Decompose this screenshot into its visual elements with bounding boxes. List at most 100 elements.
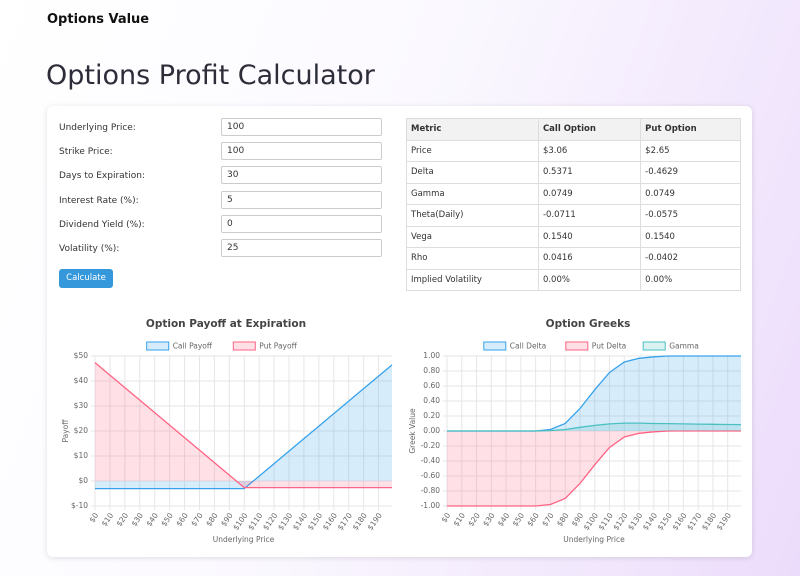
area <box>95 362 392 488</box>
x-tick-label: $150 <box>306 511 324 532</box>
x-tick-label: $180 <box>700 511 718 532</box>
x-tick-label: $40 <box>144 511 160 528</box>
chart-title: Option Payoff at Expiration <box>146 318 306 330</box>
header-row: Metric Call Option Put Option <box>406 118 741 141</box>
x-tick-label: $100 <box>231 511 249 532</box>
y-tick-label: $30 <box>74 401 89 410</box>
x-axis-title: Underlying Price <box>213 535 275 544</box>
x-tick-label: $50 <box>159 511 175 528</box>
field-label: Volatility (%): <box>59 244 120 254</box>
table-cell: 0.00% <box>537 268 642 291</box>
table-row: Implied Volatility 0.00% 0.00% <box>406 268 741 291</box>
table-row: Gamma 0.0749 0.0749 <box>406 182 741 205</box>
field-input[interactable]: 0 <box>221 214 382 233</box>
x-tick-label: $10 <box>451 511 467 528</box>
y-tick-label: 0.40 <box>423 396 440 405</box>
field-label: Underlying Price: <box>59 123 136 133</box>
field-input[interactable]: 100 <box>221 142 382 161</box>
y-tick-label: $20 <box>74 426 89 435</box>
x-tick-label: $170 <box>336 511 354 532</box>
x-tick-label: $150 <box>656 511 674 532</box>
x-tick-label: $180 <box>351 511 369 532</box>
y-tick-label: $40 <box>74 376 89 385</box>
field-label: Days to Expiration: <box>59 171 145 182</box>
x-tick-label: $60 <box>174 511 190 528</box>
x-tick-label: $160 <box>670 511 688 532</box>
x-tick-label: $30 <box>481 511 497 528</box>
column-header: Put Option <box>640 118 741 141</box>
x-tick-label: $20 <box>466 511 482 528</box>
x-tick-label: $0 <box>439 511 452 524</box>
field-input[interactable]: 5 <box>221 190 382 209</box>
y-tick-label: 0.80 <box>423 366 440 375</box>
y-tick-label: -0.40 <box>421 456 441 465</box>
legend-label: Gamma <box>669 342 699 351</box>
y-tick-label: $10 <box>74 451 89 460</box>
field-input[interactable]: 100 <box>221 118 382 136</box>
x-tick-label: $70 <box>540 511 556 528</box>
chart-title: Option Greeks <box>546 318 631 330</box>
field-input[interactable]: 25 <box>221 239 382 257</box>
field-label: Dividend Yield (%): <box>59 219 145 230</box>
x-tick-label: $130 <box>276 511 294 532</box>
y-tick-label: 1.00 <box>423 351 440 360</box>
y-axis-title: Payoff <box>61 419 70 443</box>
x-tick-label: $20 <box>115 511 131 528</box>
area <box>447 356 741 431</box>
legend-swatch <box>146 341 170 351</box>
column-header: Metric <box>406 118 539 141</box>
y-tick-label: 0.20 <box>423 411 440 420</box>
x-tick-label: $80 <box>555 511 571 528</box>
legend-swatch <box>642 341 666 351</box>
x-tick-label: $10 <box>100 511 116 528</box>
results-table: Metric Call Option Put Option Price $3.06 $2.… <box>406 118 741 291</box>
x-tick-label: $110 <box>596 511 614 532</box>
x-tick-label: $100 <box>582 511 600 532</box>
x-tick-label: $130 <box>626 511 644 532</box>
table-row: Delta 0.5371 -0.4629 <box>406 161 741 184</box>
x-tick-label: $120 <box>261 511 279 532</box>
x-tick-label: $170 <box>685 511 703 532</box>
x-tick-label: $30 <box>129 511 145 528</box>
legend-swatch <box>232 341 256 351</box>
y-tick-label: -0.20 <box>421 441 441 450</box>
table-row: Price $3.06 $2.65 <box>406 139 741 162</box>
legend-swatch <box>483 341 507 351</box>
y-tick-label: -1.00 <box>421 501 441 510</box>
line <box>95 364 393 490</box>
legend-label: Put Delta <box>592 342 626 351</box>
line <box>447 422 742 432</box>
area <box>447 423 741 431</box>
x-tick-label: $120 <box>611 511 629 532</box>
x-tick-label: $60 <box>525 511 541 528</box>
line <box>447 430 741 507</box>
area <box>447 431 741 506</box>
x-tick-label: $140 <box>641 511 659 532</box>
field-label: Interest Rate (%): <box>59 195 139 206</box>
table-body: Price $3.06 $2.65 Delta 0.5371 -0.4629 Gamma 0.… <box>406 139 741 291</box>
y-tick-label: 0.00 <box>423 426 440 435</box>
x-tick-label: $40 <box>496 511 512 528</box>
legend-label: Call Payoff <box>173 342 213 351</box>
x-tick-label: $70 <box>189 511 205 528</box>
legend-swatch <box>565 341 589 351</box>
legend-label: Call Delta <box>510 342 546 351</box>
y-tick-label: $0 <box>78 476 88 485</box>
field-label: Strike Price: <box>59 147 113 158</box>
x-tick-label: $190 <box>715 511 733 532</box>
brand: Options Value <box>47 12 150 27</box>
field-input[interactable]: 30 <box>221 166 382 185</box>
y-tick-label: -0.60 <box>421 471 441 480</box>
table-cell: 0.5371 <box>537 161 642 184</box>
table-row: Rho 0.0416 -0.0402 <box>406 247 741 270</box>
x-tick-label: $0 <box>87 511 100 524</box>
y-tick-label: -0.80 <box>421 486 441 495</box>
calculate-button[interactable]: Calculate <box>59 269 113 288</box>
area <box>95 364 392 489</box>
y-tick-label: 0.60 <box>423 381 440 390</box>
line <box>94 362 392 489</box>
x-tick-label: $160 <box>321 511 339 532</box>
y-tick-label: $50 <box>74 351 89 360</box>
